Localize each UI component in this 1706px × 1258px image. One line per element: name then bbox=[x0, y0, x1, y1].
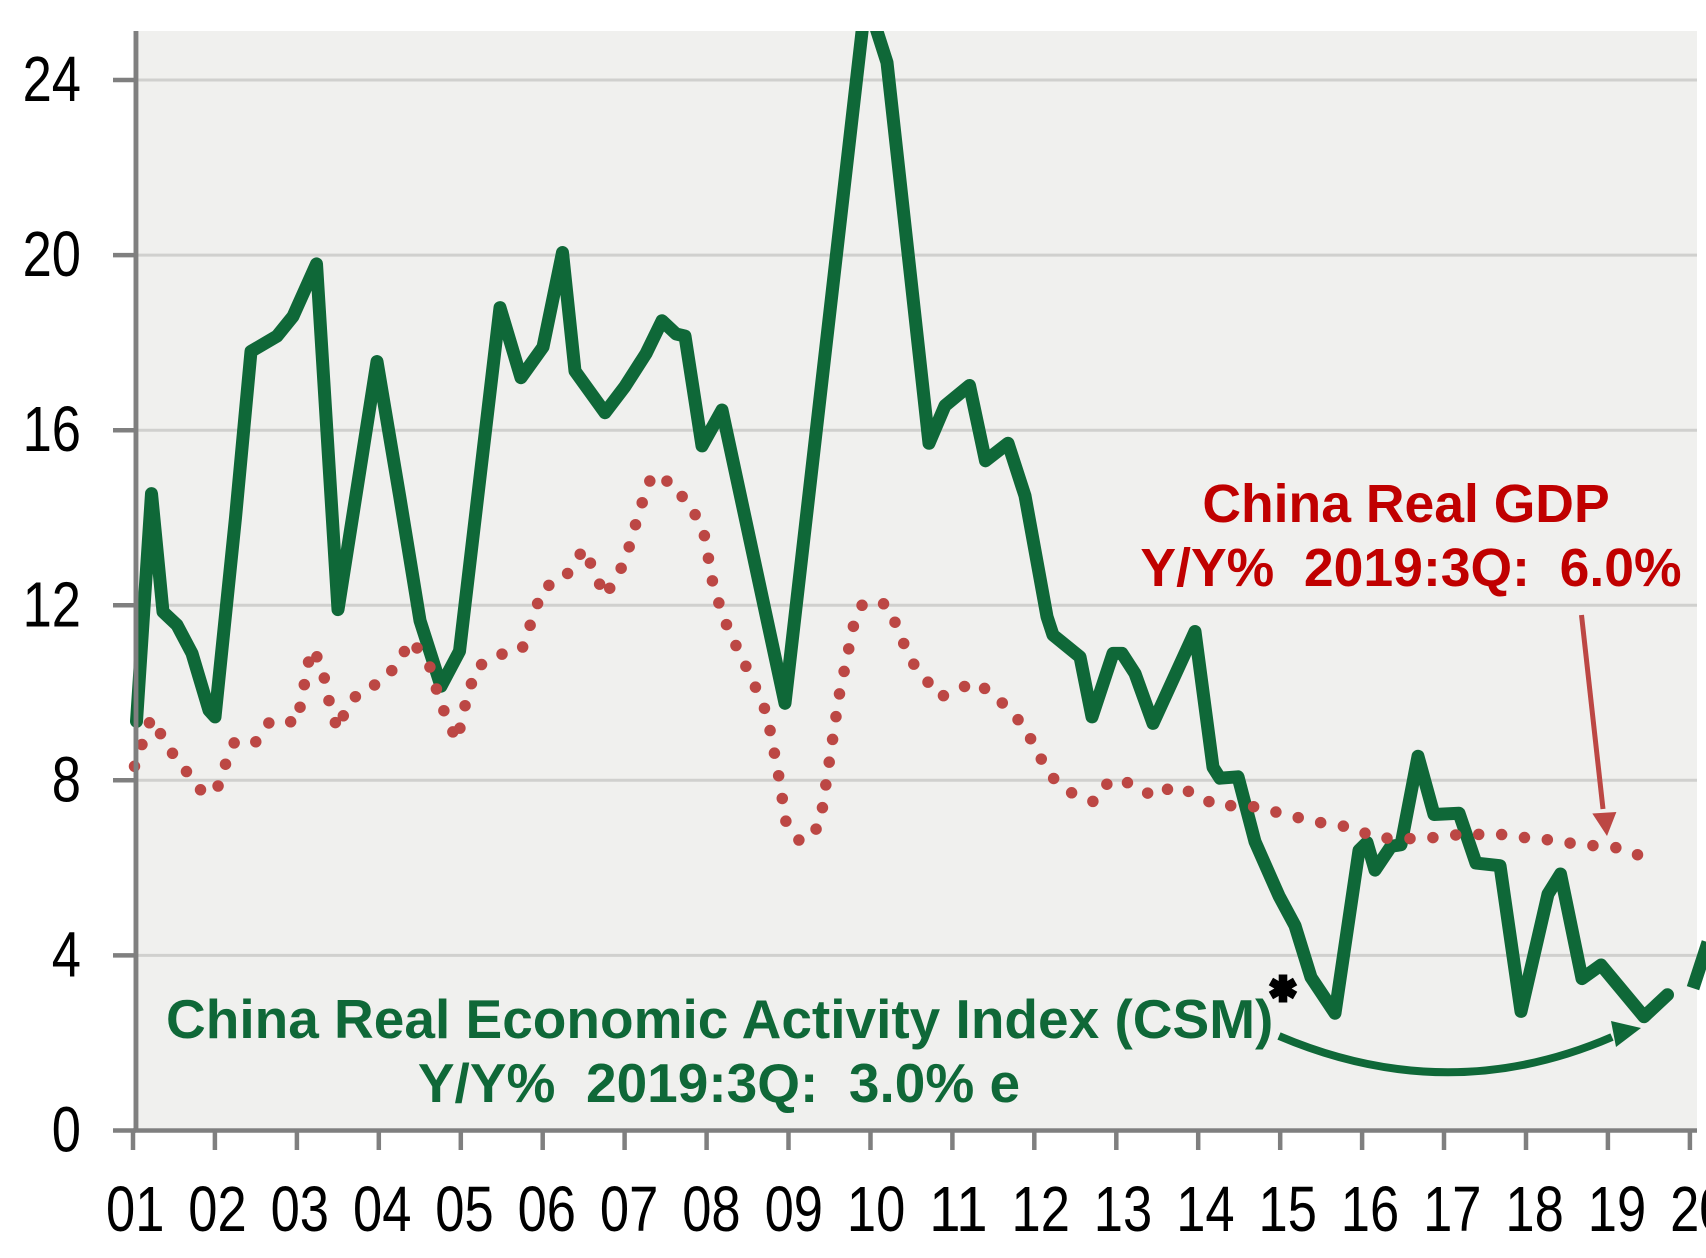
svg-text:4: 4 bbox=[52, 918, 81, 990]
svg-text:12: 12 bbox=[1012, 1173, 1070, 1245]
svg-text:China Real Economic Activity I: China Real Economic Activity Index (CSM) bbox=[166, 988, 1273, 1050]
svg-text:10: 10 bbox=[847, 1173, 905, 1245]
svg-text:20: 20 bbox=[1670, 1173, 1706, 1245]
svg-text:Y/Y% 2019:3Q: 3.0% e: Y/Y% 2019:3Q: 3.0% e bbox=[418, 1052, 1020, 1114]
svg-text:04: 04 bbox=[353, 1173, 411, 1245]
svg-text:13: 13 bbox=[1094, 1173, 1152, 1245]
svg-text:02: 02 bbox=[188, 1173, 246, 1245]
svg-text:Y/Y% 2019:3Q: 6.0%: Y/Y% 2019:3Q: 6.0% bbox=[1140, 539, 1681, 598]
svg-text:16: 16 bbox=[1341, 1173, 1399, 1245]
svg-text:09: 09 bbox=[765, 1173, 823, 1245]
svg-text:08: 08 bbox=[682, 1173, 740, 1245]
svg-text:14: 14 bbox=[1176, 1173, 1234, 1245]
svg-text:19: 19 bbox=[1588, 1173, 1646, 1245]
svg-text:05: 05 bbox=[435, 1173, 493, 1245]
svg-text:China Real GDP: China Real GDP bbox=[1202, 475, 1609, 534]
svg-text:8: 8 bbox=[52, 743, 81, 815]
svg-text:12: 12 bbox=[23, 568, 81, 640]
svg-text:24: 24 bbox=[23, 43, 81, 115]
svg-text:18: 18 bbox=[1505, 1173, 1563, 1245]
svg-text:01: 01 bbox=[106, 1173, 164, 1245]
svg-text:15: 15 bbox=[1259, 1173, 1317, 1245]
svg-text:0: 0 bbox=[52, 1094, 81, 1166]
svg-text:03: 03 bbox=[271, 1173, 329, 1245]
svg-text:20: 20 bbox=[23, 218, 81, 290]
svg-text:17: 17 bbox=[1423, 1173, 1481, 1245]
svg-text:07: 07 bbox=[600, 1173, 658, 1245]
svg-text:11: 11 bbox=[929, 1173, 987, 1245]
svg-text:06: 06 bbox=[518, 1173, 576, 1245]
svg-text:16: 16 bbox=[23, 393, 81, 465]
